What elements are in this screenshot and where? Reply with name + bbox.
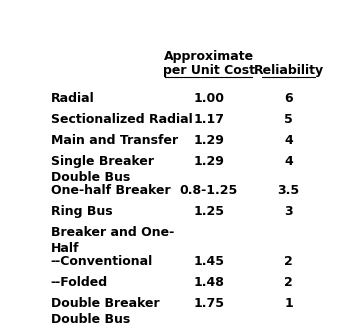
- Text: 1.45: 1.45: [193, 255, 224, 268]
- Text: 4: 4: [284, 155, 293, 168]
- Text: --Folded: --Folded: [51, 276, 108, 289]
- Text: 1.00: 1.00: [193, 92, 224, 105]
- Text: 1.75: 1.75: [193, 297, 224, 310]
- Text: Single Breaker: Single Breaker: [51, 155, 154, 168]
- Text: Half: Half: [51, 242, 79, 255]
- Text: 6: 6: [284, 92, 293, 105]
- Text: 1.48: 1.48: [193, 276, 224, 289]
- Text: Approximate: Approximate: [164, 50, 254, 63]
- Text: One-half Breaker: One-half Breaker: [51, 184, 170, 197]
- Text: 4: 4: [284, 134, 293, 147]
- Text: Double Breaker: Double Breaker: [51, 297, 159, 310]
- Text: per Unit Cost: per Unit Cost: [163, 64, 255, 77]
- Text: 1.17: 1.17: [193, 113, 224, 126]
- Text: Breaker and One-: Breaker and One-: [51, 226, 174, 239]
- Text: 1.29: 1.29: [193, 155, 224, 168]
- Text: Reliability: Reliability: [253, 64, 323, 77]
- Text: 1.25: 1.25: [193, 205, 224, 218]
- Text: 5: 5: [284, 113, 293, 126]
- Text: 2: 2: [284, 276, 293, 289]
- Text: 2: 2: [284, 255, 293, 268]
- Text: Main and Transfer: Main and Transfer: [51, 134, 178, 147]
- Text: 1.29: 1.29: [193, 134, 224, 147]
- Text: 0.8-1.25: 0.8-1.25: [180, 184, 238, 197]
- Text: Double Bus: Double Bus: [51, 313, 130, 326]
- Text: Radial: Radial: [51, 92, 95, 105]
- Text: 3.5: 3.5: [278, 184, 300, 197]
- Text: --Conventional: --Conventional: [51, 255, 153, 268]
- Text: Ring Bus: Ring Bus: [51, 205, 112, 218]
- Text: 3: 3: [284, 205, 293, 218]
- Text: Double Bus: Double Bus: [51, 171, 130, 184]
- Text: Sectionalized Radial: Sectionalized Radial: [51, 113, 192, 126]
- Text: 1: 1: [284, 297, 293, 310]
